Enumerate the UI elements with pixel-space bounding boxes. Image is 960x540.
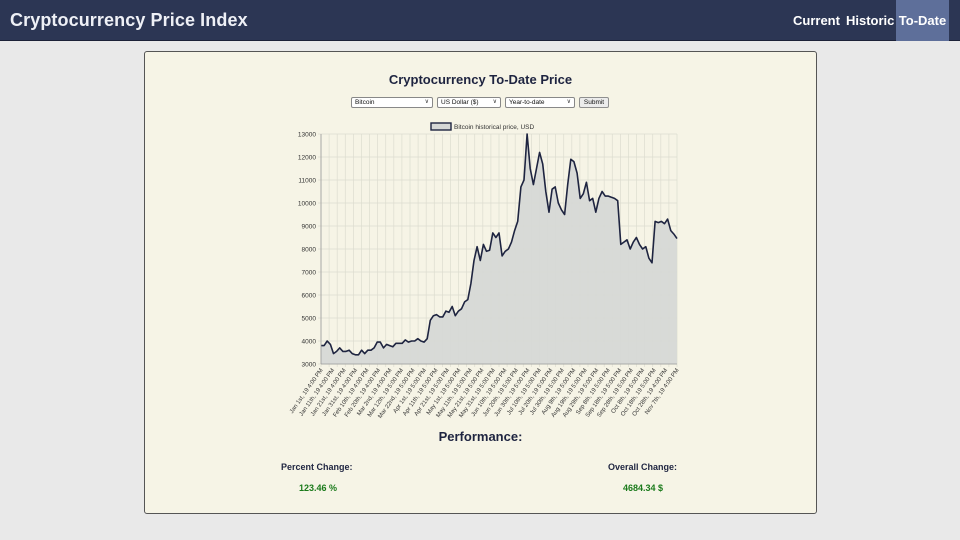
legend-swatch	[430, 122, 452, 131]
nav-link-historic[interactable]: Historic	[846, 13, 895, 28]
currency-select[interactable]: US Dollar ($) ∨	[437, 97, 501, 108]
y-tick-label: 8000	[302, 247, 317, 254]
overall-change-value: 4684.34 $	[623, 483, 664, 493]
y-tick-label: 13000	[298, 132, 316, 139]
y-tick-label: 11000	[298, 178, 316, 185]
y-tick-label: 7000	[302, 270, 317, 277]
navbar: Cryptocurrency Price Index Current Histo…	[0, 0, 960, 41]
main-panel: Cryptocurrency To-Date Price Bitcoin ∨ U…	[144, 51, 817, 514]
y-tick-label: 12000	[298, 155, 316, 162]
range-select[interactable]: Year-to-date ∨	[505, 97, 575, 108]
y-tick-label: 3000	[302, 362, 317, 369]
y-tick-label: 6000	[302, 293, 317, 300]
legend-label: Bitcoin historical price, USD	[454, 124, 534, 131]
app-title[interactable]: Cryptocurrency Price Index	[10, 10, 248, 30]
performance-title: Performance:	[438, 429, 523, 444]
percent-change-value: 123.46 %	[299, 483, 338, 493]
currency-select-value: US Dollar ($)	[441, 99, 479, 106]
chevron-down-icon: ∨	[566, 99, 571, 105]
chevron-down-icon: ∨	[424, 99, 429, 105]
nav-link-current[interactable]: Current	[793, 13, 840, 28]
overall-change-label: Overall Change:	[608, 462, 678, 472]
y-tick-label: 10000	[298, 201, 316, 208]
y-tick-label: 4000	[302, 339, 317, 346]
percent-change-label: Percent Change:	[281, 462, 353, 472]
chart-heading: Cryptocurrency To-Date Price	[388, 72, 573, 87]
coin-select-value: Bitcoin	[355, 99, 375, 106]
coin-select[interactable]: Bitcoin ∨	[351, 97, 433, 108]
chevron-down-icon: ∨	[492, 99, 497, 105]
submit-button[interactable]: Submit	[579, 97, 609, 108]
range-select-value: Year-to-date	[509, 99, 545, 106]
price-chart: 3000 4000 5000 6000 7000 8000 9000 10000 11000 12…	[289, 122, 681, 420]
price-line	[321, 133, 678, 356]
y-tick-label: 5000	[302, 316, 317, 323]
y-tick-label: 9000	[302, 224, 317, 231]
nav-link-to-date[interactable]: To-Date	[896, 0, 949, 41]
